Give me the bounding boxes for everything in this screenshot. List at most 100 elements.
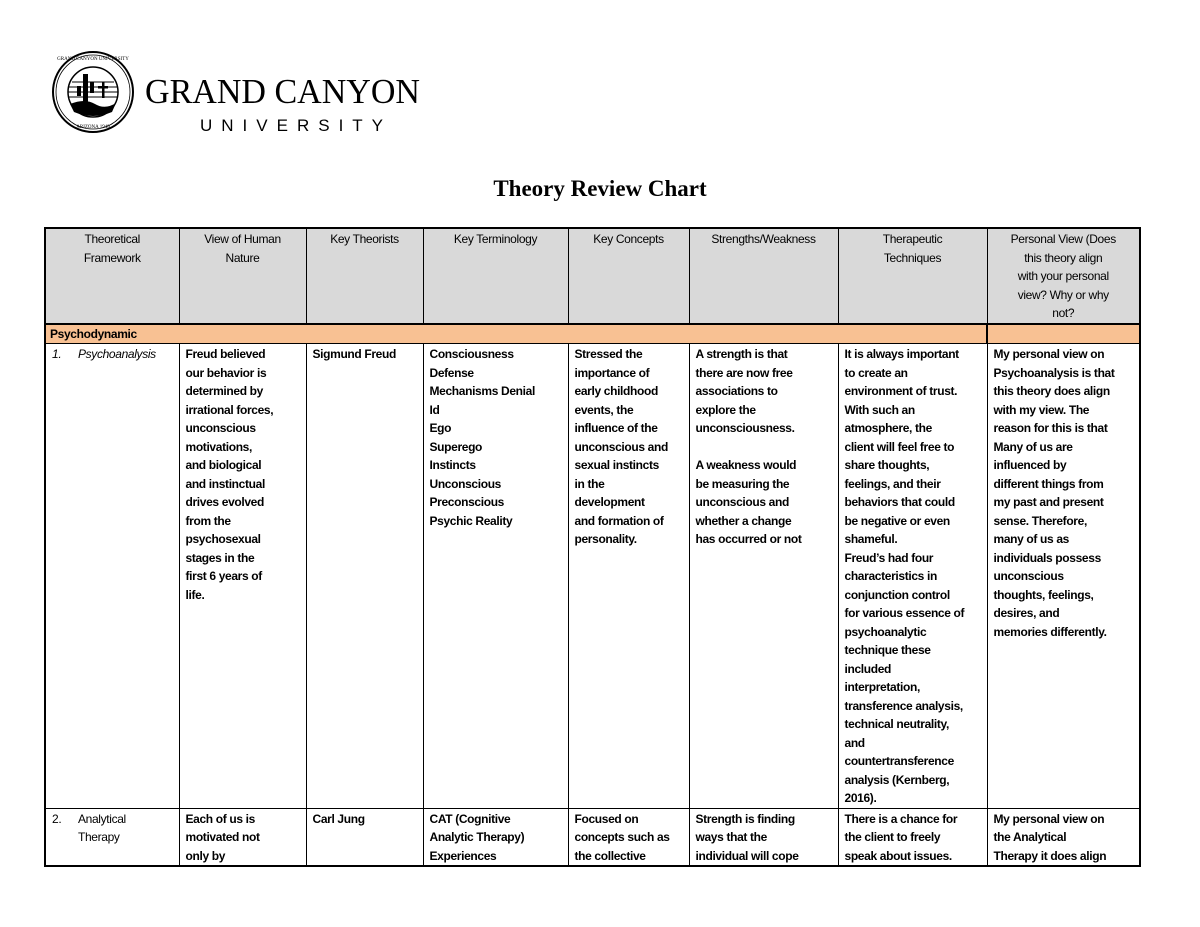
cell-line: Therapy it does align xyxy=(993,848,1107,863)
cell-line: Id xyxy=(429,402,440,417)
cell-line: characteristics in xyxy=(844,569,938,583)
cell-line: Preconscious xyxy=(429,495,505,509)
svg-text:UNIVERSITY: UNIVERSITY xyxy=(200,116,392,135)
cell-line: A strength is that xyxy=(695,347,788,361)
column-header-label: Strengths/Weakness xyxy=(711,232,816,246)
table-row: 1. Psychoanalysis Freud believed our behavi… xyxy=(44,343,1141,809)
cell-line: for various essence of xyxy=(844,606,965,620)
cell-line: Superego xyxy=(429,439,483,454)
header-row: Theoretical Framework View of Human Natur… xyxy=(44,227,1141,325)
column-header: Therapeutic Techniques xyxy=(837,227,988,325)
framework-line: 1. Psychoanalysis xyxy=(52,345,173,364)
section-label: Psychodynamic xyxy=(44,323,988,344)
table-cell: Stressed the importance of early childhood… xyxy=(567,343,690,809)
cell-line: Sigmund Freud xyxy=(312,347,397,361)
cell-line: Stressed the xyxy=(574,347,643,361)
cell-line: in the xyxy=(574,476,605,491)
cell-line: Psychic Reality xyxy=(429,513,513,528)
cell-line: countertransference xyxy=(844,754,955,768)
cell-line: Freud believed xyxy=(185,347,266,361)
framework-line: 2. Analytical xyxy=(52,810,173,829)
column-header: Key Terminology xyxy=(422,227,569,325)
table-cell: Each of us is motivated not only by xyxy=(178,807,307,867)
framework-name: Therapy xyxy=(78,830,120,844)
cell-line: reason for this is that xyxy=(993,421,1108,435)
table-cell: Sigmund Freud xyxy=(305,343,424,809)
framework-name: Psychoanalysis xyxy=(78,347,156,361)
cell-line: Defense xyxy=(429,365,475,380)
cell-line: My personal view on xyxy=(993,347,1105,361)
cell-line: life. xyxy=(185,587,205,602)
cell-line: whether a change xyxy=(695,513,792,528)
cell-line: It is always important xyxy=(844,347,960,361)
cell-line: shameful. xyxy=(844,532,898,546)
column-header-label: Key Concepts xyxy=(593,232,664,246)
row-number: 2. xyxy=(52,811,62,826)
cell-line: associations to xyxy=(695,384,778,398)
section-row: Psychodynamic xyxy=(44,323,1141,344)
table-cell: A strength is that there are now free asso… xyxy=(688,343,839,809)
cell-line: There is a chance for xyxy=(844,811,958,826)
cell-line: psychoanalytic xyxy=(844,624,927,639)
column-header: Personal View (Does this theory align wi… xyxy=(986,227,1141,325)
cell-line: importance of xyxy=(574,365,650,380)
cell-line: memories differently. xyxy=(993,624,1107,639)
cell-line: With such an xyxy=(844,402,916,417)
cell-line: psychosexual xyxy=(185,532,262,546)
cell-line xyxy=(696,438,832,457)
cell-line: influence of the xyxy=(574,421,658,435)
cell-line: interpretation, xyxy=(844,680,921,694)
column-header-label: Theoretical Framework xyxy=(83,232,141,265)
svg-text:ARIZONA 1949: ARIZONA 1949 xyxy=(76,125,110,130)
cell-line: technique these xyxy=(844,643,931,657)
table-cell: Freud believed our behavior is determined … xyxy=(178,343,307,809)
cell-line: speak about issues. xyxy=(844,848,953,863)
column-header: Key Theorists xyxy=(305,227,424,325)
column-header-label: Therapeutic Techniques xyxy=(882,232,943,265)
column-header-label: Personal View (Does this theory align wi… xyxy=(1010,232,1117,320)
column-header: Strengths/Weakness xyxy=(688,227,839,325)
cell-line: CAT (Cognitive xyxy=(429,811,511,826)
cell-line: from the xyxy=(185,513,232,528)
cell-line: atmosphere, the xyxy=(844,421,933,435)
page-title: Theory Review Chart xyxy=(493,176,707,201)
cell-line: and formation of xyxy=(574,513,664,528)
cell-line: unconscious xyxy=(185,421,257,435)
cell-line: determined by xyxy=(185,384,264,398)
cell-line: many of us as xyxy=(993,532,1070,546)
cell-line: individuals possess xyxy=(993,550,1102,565)
cell-line: individual will cope xyxy=(695,848,799,863)
table-row: 2. Analytical Therapy Each of us is motivate… xyxy=(44,807,1141,867)
cell-line: there are now free xyxy=(695,365,793,380)
cell-line: explore the xyxy=(695,402,757,417)
cell-line: unconsciousness. xyxy=(695,421,795,435)
cell-line: Psychoanalysis is that xyxy=(993,365,1115,380)
cell-line: events, the xyxy=(574,402,634,417)
cell-line: has occurred or not xyxy=(695,532,802,546)
cell-line: early childhood xyxy=(574,384,659,398)
cell-line: only by xyxy=(185,848,226,863)
table-cell: Consciousness Defense Mechanisms Denial Id E… xyxy=(422,343,569,809)
cell-line: thoughts, feelings, xyxy=(993,587,1094,602)
cell-line: different things from xyxy=(993,476,1104,491)
cell-line: client will feel free to xyxy=(844,439,955,454)
framework-cell: 1. Psychoanalysis xyxy=(44,343,180,809)
grand-canyon-university-logo: ARIZONA 1949 GRAND CANYON UNIVERSITY GRA… xyxy=(52,51,420,135)
cell-line: concepts such as xyxy=(574,830,670,844)
cell-line: unconscious and xyxy=(695,495,790,509)
cell-line: personality. xyxy=(574,532,638,546)
cell-line: sexual instincts xyxy=(574,458,660,472)
cell-line: and instinctual xyxy=(185,476,266,491)
column-header-label: Key Theorists xyxy=(330,232,399,246)
cell-line: transference analysis, xyxy=(844,698,964,713)
cell-line: Mechanisms Denial xyxy=(429,384,536,398)
cell-line: Analytic Therapy) xyxy=(429,830,525,844)
cell-line: analysis (Kernberg, xyxy=(844,772,950,787)
cell-line: the collective xyxy=(574,848,646,863)
cell-line: My personal view on xyxy=(993,811,1105,826)
cell-line: Instincts xyxy=(429,458,477,472)
cell-line: my past and present xyxy=(993,495,1104,509)
framework-line: Therapy xyxy=(52,828,173,847)
column-header: Key Concepts xyxy=(567,227,690,325)
table-cell: CAT (Cognitive Analytic Therapy) Experienc… xyxy=(422,807,569,867)
